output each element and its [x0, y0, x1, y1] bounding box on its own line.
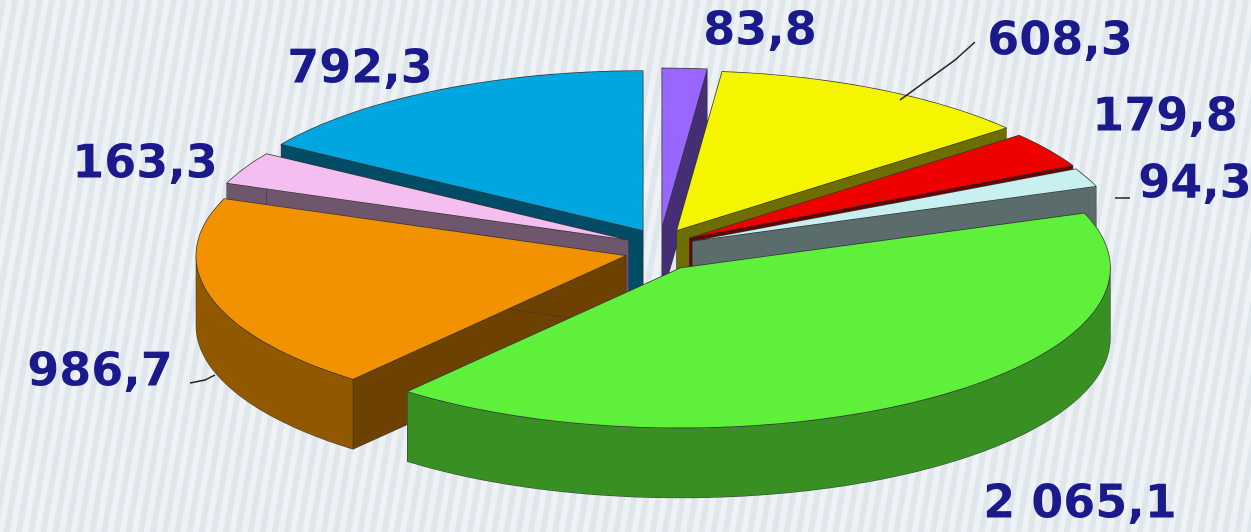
data-label: 163,3: [72, 135, 218, 189]
leader-line: [899, 41, 976, 101]
leader-line: [189, 374, 216, 384]
data-label: 94,3: [1138, 155, 1251, 209]
slice: [195, 198, 628, 380]
slice: [689, 134, 1074, 239]
data-label: 179,8: [1092, 88, 1238, 142]
data-label: 83,8: [703, 2, 817, 56]
slice: [225, 153, 629, 241]
data-label: 2 065,1: [983, 475, 1177, 529]
data-label: 792,3: [287, 40, 433, 94]
data-label: 986,7: [27, 343, 173, 397]
data-label: 608,3: [987, 12, 1133, 66]
slice: [676, 71, 1008, 232]
slice: [280, 70, 644, 232]
slice: [661, 67, 708, 229]
slice: [406, 212, 1111, 429]
slice: [692, 168, 1097, 242]
